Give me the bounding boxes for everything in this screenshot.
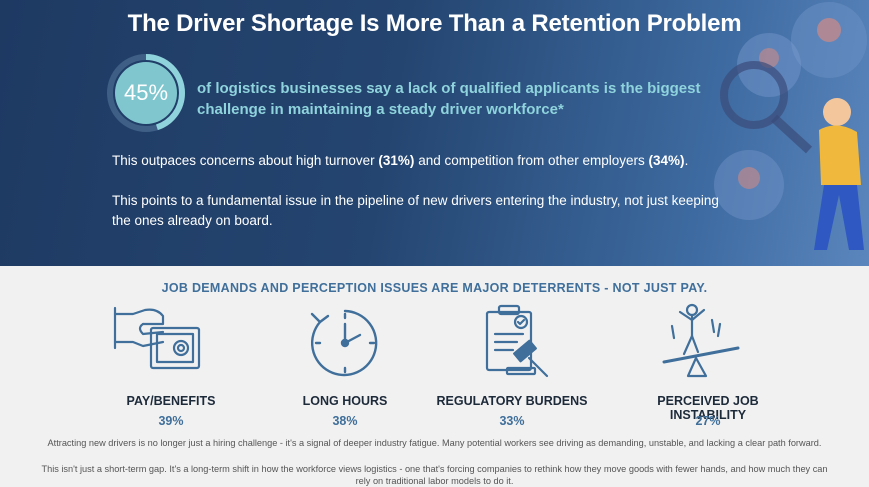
comparison-text-mid: and competition from other employers [414,153,649,168]
comparison-text-end: . [684,153,689,168]
category-value-pay: 39% [158,414,184,428]
section-heading: JOB DEMANDS AND PERCEPTION ISSUES ARE MA… [161,281,708,295]
category-label-regulatory: REGULATORY BURDENS [436,394,588,408]
page-title: The Driver Shortage Is More Than a Reten… [127,10,742,37]
category-label-instability: PERCEIVED JOB INSTABILITY [657,394,759,422]
seesaw-person-icon [662,303,740,378]
money-hand-icon [113,306,201,370]
stat-description: of logistics businesses say a lack of qu… [197,80,701,118]
document-gavel-icon [485,304,549,378]
hero-banner: The Driver Shortage Is More Than a Reten… [0,0,869,266]
category-label-hours: LONG HOURS [302,394,388,408]
footer-paragraph-1: Attracting new drivers is no longer just… [47,438,822,448]
people-search-illustration [714,2,867,250]
clock-icon [310,309,378,377]
pipeline-paragraph: This points to a fundamental issue in th… [112,193,719,228]
stat-value: 45% [123,80,169,105]
footer-paragraph-2: This isn't just a short-term gap. It's a… [41,464,828,486]
comparison-paragraph: This outpaces concerns about high turnov… [112,153,688,168]
comparison-text-start: This outpaces concerns about high turnov… [112,153,379,168]
category-value-hours: 38% [332,414,358,428]
deterrents-section [0,266,869,487]
turnover-value: (31%) [378,153,415,168]
category-value-regulatory: 33% [499,414,525,428]
category-label-pay: PAY/BENEFITS [126,394,216,408]
competition-value: (34%) [648,153,685,168]
category-value-instability: 27% [695,414,721,428]
percentage-ring [107,54,185,132]
